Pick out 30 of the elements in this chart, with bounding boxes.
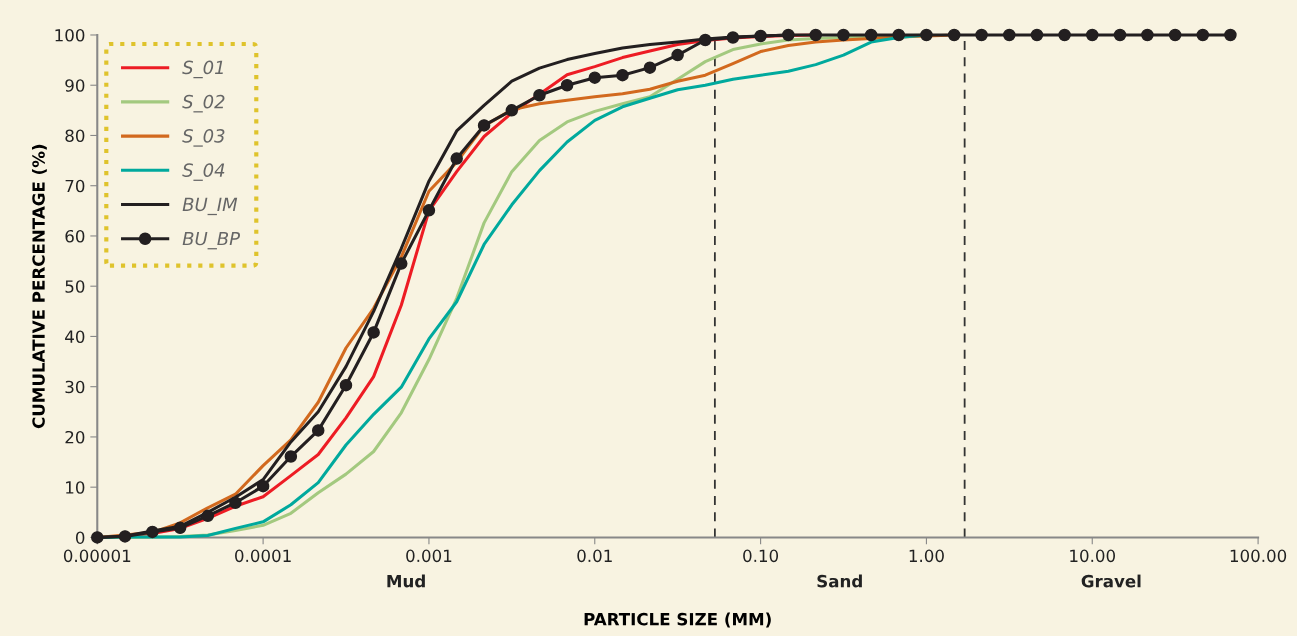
x-tick-label: 100.00 bbox=[1230, 549, 1287, 563]
x-tick-label: 10.00 bbox=[1070, 549, 1116, 563]
x-tick-label: 0.001 bbox=[406, 549, 452, 563]
y-tick-label: 40 bbox=[65, 330, 85, 344]
x-tick-label: 0.10 bbox=[743, 549, 779, 563]
y-tick-label: 80 bbox=[65, 129, 85, 143]
x-tick-label: 0.00001 bbox=[63, 549, 131, 563]
legend-label: BU_IM bbox=[182, 197, 238, 216]
y-tick-label: 10 bbox=[66, 481, 85, 494]
y-tick-label: 100 bbox=[55, 28, 85, 42]
y-tick-label: 50 bbox=[65, 280, 85, 293]
x-tick-label: 0.01 bbox=[577, 549, 612, 563]
y-tick-label: 20 bbox=[65, 430, 85, 444]
y-axis-title: CUMULATIVE PERCENTAGE (%) bbox=[31, 144, 47, 429]
x-tick-label: 0.0001 bbox=[235, 549, 291, 563]
legend-label: S_04 bbox=[182, 163, 225, 181]
legend-label: BU_BP bbox=[182, 231, 241, 250]
text: Gravel bbox=[1081, 574, 1141, 588]
y-tick-label: 90 bbox=[65, 79, 85, 92]
x-tick-label: 1.00 bbox=[909, 549, 944, 563]
legend-label: S_03 bbox=[182, 129, 225, 147]
legend-label: S_02 bbox=[182, 94, 225, 113]
legend-label: S_01 bbox=[182, 60, 223, 79]
x-axis-title: PARTICLE SIZE (MM) bbox=[584, 612, 771, 628]
text: Sand bbox=[817, 574, 862, 588]
y-tick-label: 60 bbox=[65, 229, 85, 243]
y-tick-label: 0 bbox=[75, 531, 85, 544]
y-tick-label: 70 bbox=[65, 179, 85, 193]
y-tick-label: 30 bbox=[65, 380, 85, 394]
text: Mud bbox=[387, 574, 425, 588]
